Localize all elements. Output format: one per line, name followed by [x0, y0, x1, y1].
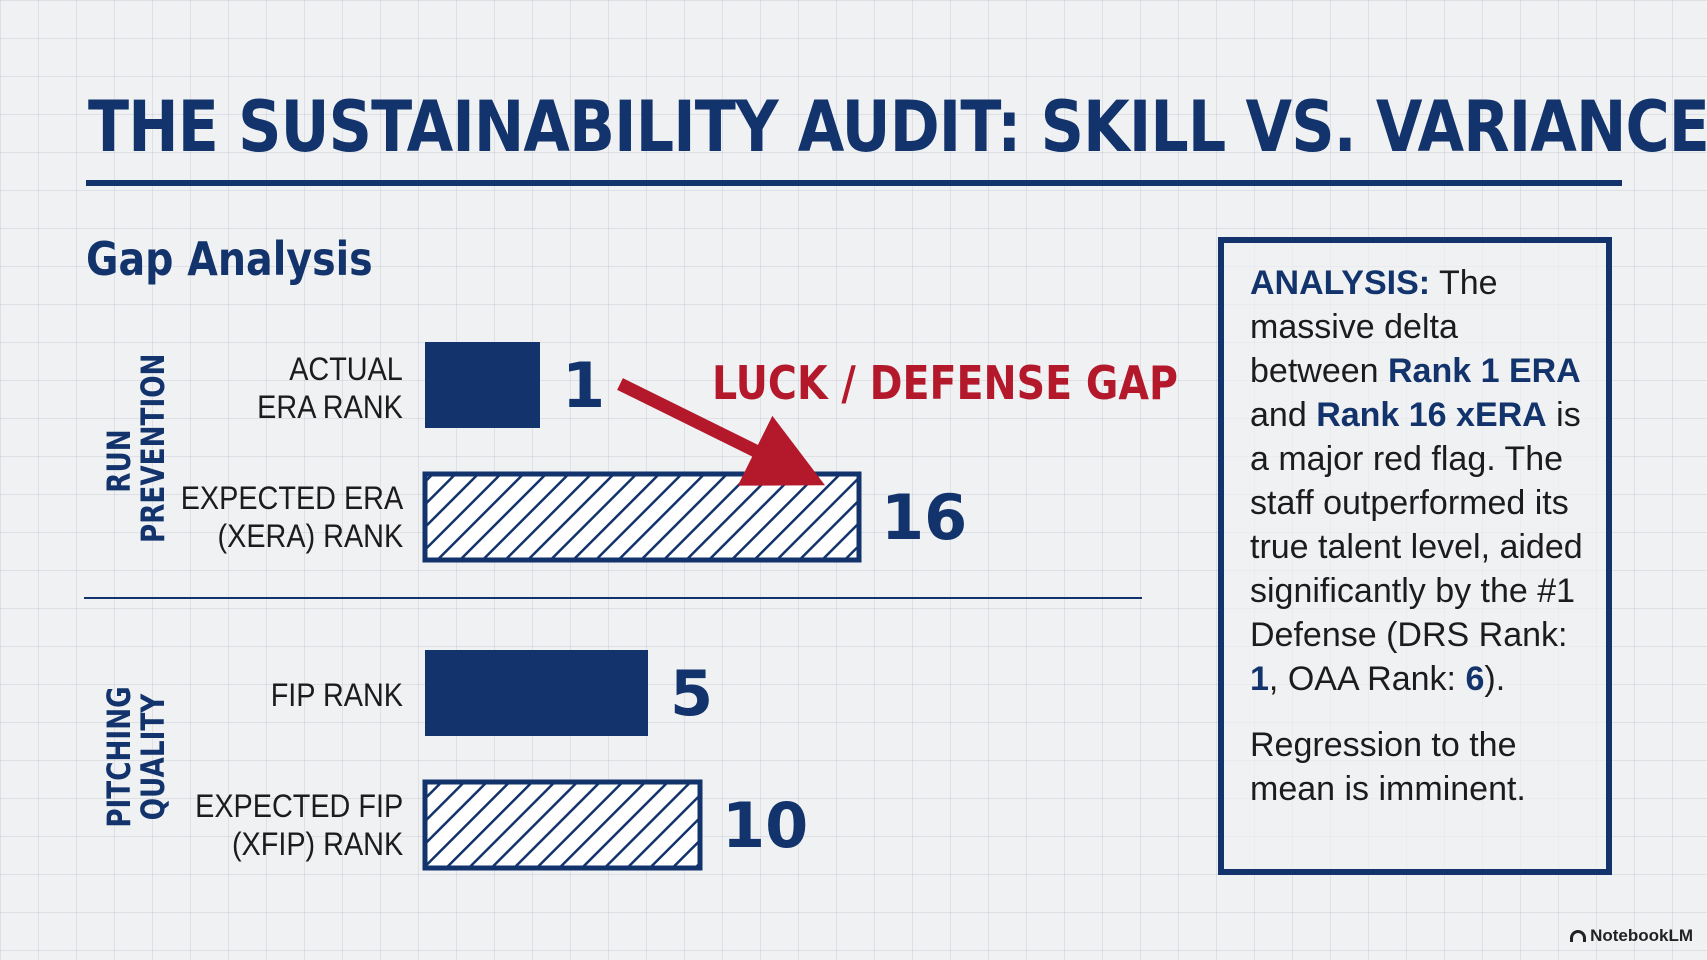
gap-arrow — [617, 378, 825, 486]
watermark-text: NotebookLM — [1590, 926, 1693, 945]
row-label-fip: FIP RANK — [270, 677, 403, 713]
analysis-text-part: ). — [1484, 660, 1506, 698]
bar-fip-rank — [425, 650, 648, 736]
analysis-text-part: The massive delta between — [1250, 264, 1498, 390]
analysis-panel: ANALYSIS: The massive delta between Rank… — [1218, 237, 1612, 875]
row-label-actual-era: ACTUAL ERA RANK — [257, 351, 403, 425]
group-divider — [84, 597, 1142, 599]
analysis-text-part: is a major red flag. The staff outperfor… — [1250, 396, 1583, 654]
bar-actual-era-rank — [425, 342, 540, 428]
bar-value-label: 5 — [670, 657, 713, 730]
analysis-highlight: Rank 16 xERA — [1316, 396, 1547, 434]
watermark: NotebookLM — [1570, 926, 1693, 946]
analysis-highlight: 1 — [1250, 660, 1269, 698]
bar-value-label: 1 — [562, 349, 605, 422]
gap-annotation: LUCK / DEFENSE GAP — [712, 356, 1178, 410]
bar-value-label: 10 — [722, 789, 808, 862]
bar-value-label: 16 — [881, 481, 967, 554]
analysis-conclusion: Regression to the mean is imminent. — [1250, 726, 1526, 808]
analysis-text-part: and — [1250, 396, 1317, 434]
row-label-expected-fip: EXPECTED FIP (XFIP) RANK — [194, 788, 403, 862]
analysis-text-part: , OAA Rank: — [1268, 660, 1466, 698]
row-label-expected-era: EXPECTED ERA (XERA) RANK — [180, 480, 403, 554]
chart-subtitle: Gap Analysis — [86, 232, 373, 286]
analysis-highlight: 6 — [1465, 660, 1485, 698]
analysis-text: ANALYSIS: The massive delta between Rank… — [1250, 261, 1586, 701]
notebooklm-logo-icon — [1570, 930, 1587, 942]
title-underline — [86, 180, 1622, 186]
analysis-lead: ANALYSIS: — [1250, 264, 1431, 302]
bar-expected-era-xera-rank — [422, 471, 862, 563]
bar-expected-fip-xfip-rank — [422, 779, 703, 871]
analysis-highlight: Rank 1 ERA — [1388, 352, 1581, 390]
